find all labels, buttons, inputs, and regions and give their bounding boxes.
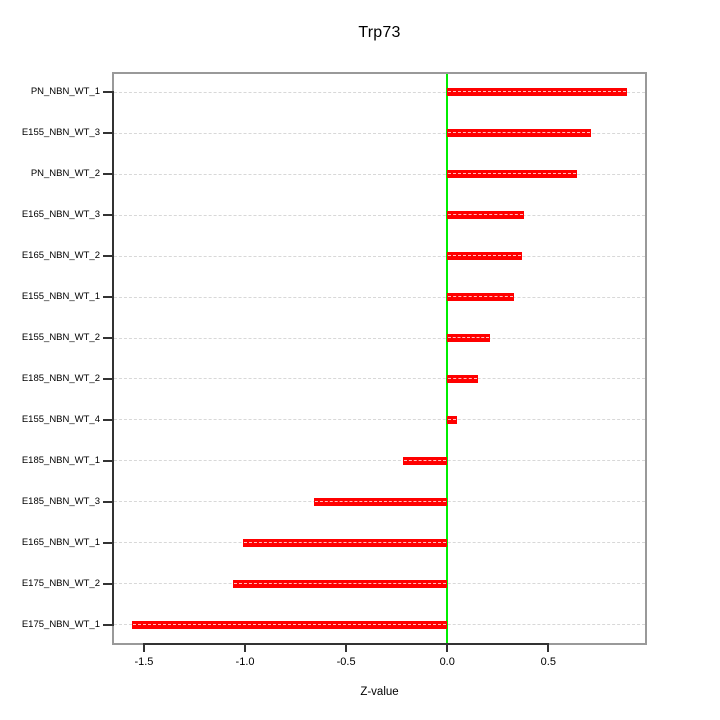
y-tick [103, 296, 112, 299]
bar [447, 88, 628, 97]
x-tick-label: 0.0 [439, 656, 455, 668]
y-tick [103, 500, 112, 503]
bar-center-dash [448, 214, 524, 216]
x-tick-label: -0.5 [336, 656, 356, 668]
bar [447, 170, 577, 179]
y-tick [103, 255, 112, 258]
x-axis-line [142, 643, 550, 645]
y-tick-label: E165_NBN_WT_2 [21, 250, 100, 262]
bar-center-dash [314, 500, 447, 502]
gridline [114, 378, 645, 380]
x-tick [142, 645, 145, 652]
bar-center-dash [403, 459, 447, 461]
y-tick-label: E175_NBN_WT_1 [21, 618, 100, 630]
bar [402, 456, 448, 465]
bar [131, 620, 448, 629]
y-tick-label: E155_NBN_WT_1 [21, 291, 100, 303]
gridline [114, 214, 645, 216]
bar [243, 538, 448, 547]
x-tick-label: 0.5 [540, 656, 556, 668]
y-tick-label: E155_NBN_WT_4 [21, 413, 100, 425]
y-tick-label: PN_NBN_WT_2 [30, 168, 100, 180]
y-tick [103, 623, 112, 626]
bar [447, 334, 490, 343]
bar-center-dash [244, 541, 447, 543]
gridline [114, 132, 645, 134]
bar-center-dash [448, 91, 627, 93]
bar-center-dash [448, 173, 576, 175]
bar [447, 129, 591, 138]
bar [447, 252, 523, 261]
y-tick-label: E185_NBN_WT_3 [21, 495, 100, 507]
x-tick [244, 645, 247, 652]
bar-center-dash [448, 377, 477, 379]
y-tick [103, 418, 112, 421]
gridline [114, 296, 645, 298]
bar-center-dash [448, 255, 522, 257]
y-tick-label: E185_NBN_WT_1 [21, 454, 100, 466]
y-tick [103, 337, 112, 340]
x-tick-label: -1.5 [134, 656, 154, 668]
x-tick [345, 645, 348, 652]
y-tick-label: E165_NBN_WT_1 [21, 536, 100, 548]
bar [232, 579, 448, 588]
plot-box [112, 72, 647, 645]
y-axis-line [112, 91, 114, 626]
x-axis-title: Z-value [360, 686, 399, 698]
bar-center-dash [233, 582, 447, 584]
gridline [114, 173, 645, 175]
gridline [114, 419, 645, 421]
x-tick [547, 645, 550, 652]
y-tick [103, 459, 112, 462]
gridline [114, 255, 645, 257]
x-tick-label: -1.0 [235, 656, 255, 668]
y-tick [103, 214, 112, 217]
bar [447, 415, 458, 424]
y-tick [103, 91, 112, 94]
y-tick-label: E185_NBN_WT_2 [21, 372, 100, 384]
plot-title: Trp73 [358, 24, 401, 41]
bar-center-dash [448, 418, 457, 420]
y-tick [103, 377, 112, 380]
y-tick [103, 173, 112, 176]
y-tick-label: E155_NBN_WT_2 [21, 332, 100, 344]
gridline [114, 91, 645, 93]
bar-center-dash [448, 337, 489, 339]
bar [447, 211, 525, 220]
y-tick [103, 582, 112, 585]
y-tick-label: PN_NBN_WT_1 [30, 86, 100, 98]
y-tick-label: E165_NBN_WT_3 [21, 209, 100, 221]
y-tick-label: E155_NBN_WT_3 [21, 127, 100, 139]
gridline [114, 460, 645, 462]
bar-center-dash [448, 132, 590, 134]
zero-line [446, 74, 449, 643]
bar [447, 293, 514, 302]
x-tick [446, 645, 449, 652]
y-tick [103, 132, 112, 135]
bar [447, 374, 478, 383]
bar-center-dash [132, 623, 447, 625]
bar [313, 497, 448, 506]
bar-center-dash [448, 296, 513, 298]
y-tick [103, 541, 112, 544]
y-tick-label: E175_NBN_WT_2 [21, 577, 100, 589]
gridline [114, 337, 645, 339]
